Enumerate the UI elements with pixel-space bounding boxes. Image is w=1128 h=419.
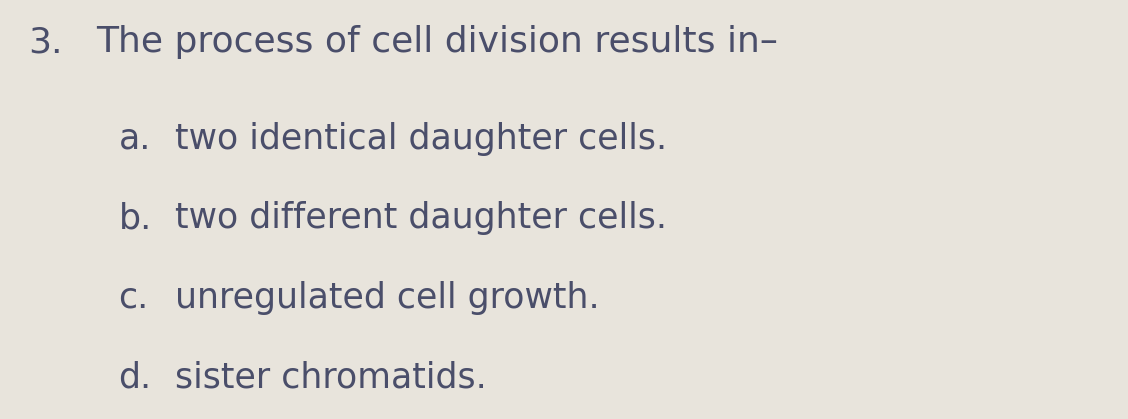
Text: unregulated cell growth.: unregulated cell growth.: [175, 281, 599, 315]
Text: d.: d.: [118, 361, 151, 395]
Text: 3.: 3.: [28, 26, 63, 59]
Text: c.: c.: [118, 281, 149, 315]
Text: b.: b.: [118, 202, 151, 235]
Text: two identical daughter cells.: two identical daughter cells.: [175, 122, 667, 156]
Text: sister chromatids.: sister chromatids.: [175, 361, 486, 395]
Text: The process of cell division results in–: The process of cell division results in–: [96, 26, 777, 59]
Text: a.: a.: [118, 122, 151, 156]
Text: two different daughter cells.: two different daughter cells.: [175, 202, 667, 235]
